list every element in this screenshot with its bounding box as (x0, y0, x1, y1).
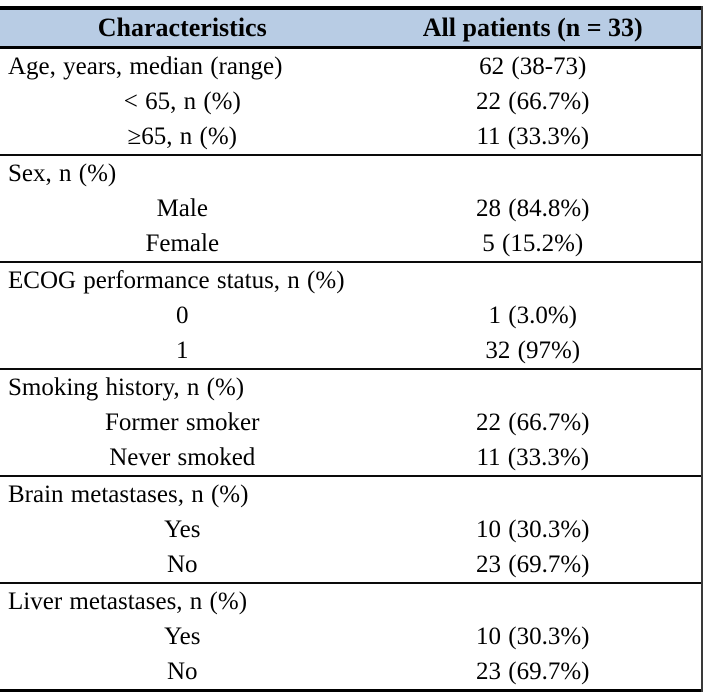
row-label: ECOG performance status, n (%) (8, 267, 345, 294)
row-label: Former smoker (105, 409, 260, 436)
table-row: Age, years, median (range) 62 (38-73) (0, 49, 701, 84)
table-row: < 65, n (%) 22 (66.7%) (0, 84, 701, 119)
table-row: ≥65, n (%) 11 (33.3%) (0, 119, 701, 154)
row-label: Brain metastases, n (%) (8, 481, 249, 508)
header-characteristics: Characteristics (97, 13, 267, 42)
row-label: < 65, n (%) (123, 88, 241, 115)
table-row: Yes 10 (30.3%) (0, 512, 701, 547)
table-row: Never smoked 11 (33.3%) (0, 440, 701, 475)
table-row: Yes 10 (30.3%) (0, 619, 701, 654)
row-value: 22 (66.7%) (476, 88, 590, 115)
row-label: Yes (164, 623, 201, 650)
section-liver-metastases: Liver metastases, n (%) Yes 10 (30.3%) N… (0, 584, 701, 692)
row-value (365, 263, 701, 298)
row-label: 1 (176, 337, 189, 364)
section-sex: Sex, n (%) Male 28 (84.8%) Female 5 (15.… (0, 156, 701, 263)
row-label: Male (156, 195, 208, 222)
row-value: 23 (69.7%) (476, 551, 590, 578)
row-label: Age, years, median (range) (8, 53, 283, 80)
table-row: Sex, n (%) (0, 156, 701, 191)
row-value: 10 (30.3%) (476, 623, 590, 650)
table-row: 0 1 (3.0%) (0, 298, 701, 333)
section-smoking: Smoking history, n (%) Former smoker 22 … (0, 370, 701, 477)
row-value (365, 156, 701, 191)
row-value: 22 (66.7%) (476, 409, 590, 436)
row-value (365, 477, 701, 512)
table-row: Former smoker 22 (66.7%) (0, 405, 701, 440)
header-all-patients: All patients (n = 33) (422, 13, 643, 42)
row-value (365, 584, 701, 619)
row-value: 32 (97%) (485, 337, 581, 364)
row-value: 1 (3.0%) (488, 302, 577, 329)
row-value: 10 (30.3%) (476, 516, 590, 543)
row-label: 0 (176, 302, 189, 329)
row-label: No (166, 551, 198, 578)
row-value: 5 (15.2%) (482, 230, 584, 257)
row-label: ≥65, n (%) (127, 123, 237, 150)
section-ecog: ECOG performance status, n (%) 0 1 (3.0%… (0, 263, 701, 370)
section-brain-metastases: Brain metastases, n (%) Yes 10 (30.3%) N… (0, 477, 701, 584)
row-label: Liver metastases, n (%) (8, 588, 248, 615)
section-age: Age, years, median (range) 62 (38-73) < … (0, 49, 701, 156)
table-row: No 23 (69.7%) (0, 654, 701, 689)
table-row: Brain metastases, n (%) (0, 477, 701, 512)
table-row: ECOG performance status, n (%) (0, 263, 701, 298)
row-value: 11 (33.3%) (476, 444, 590, 471)
table-row: Female 5 (15.2%) (0, 226, 701, 261)
table-row: Liver metastases, n (%) (0, 584, 701, 619)
row-value: 23 (69.7%) (476, 658, 590, 685)
row-value: 28 (84.8%) (476, 195, 590, 222)
row-value: 11 (33.3%) (476, 123, 590, 150)
table-row: Smoking history, n (%) (0, 370, 701, 405)
row-value: 62 (38-73) (479, 53, 587, 80)
row-label: Sex, n (%) (8, 160, 117, 187)
row-label: No (166, 658, 198, 685)
row-value (365, 370, 701, 405)
row-label: Yes (164, 516, 201, 543)
row-label: Female (145, 230, 220, 257)
table-row: 1 32 (97%) (0, 333, 701, 368)
table-row: Male 28 (84.8%) (0, 191, 701, 226)
row-label: Smoking history, n (%) (8, 374, 245, 401)
table-header-row: Characteristics All patients (n = 33) (0, 6, 701, 49)
row-label: Never smoked (109, 444, 256, 471)
table-row: No 23 (69.7%) (0, 547, 701, 582)
characteristics-table: Characteristics All patients (n = 33) Ag… (0, 6, 703, 692)
